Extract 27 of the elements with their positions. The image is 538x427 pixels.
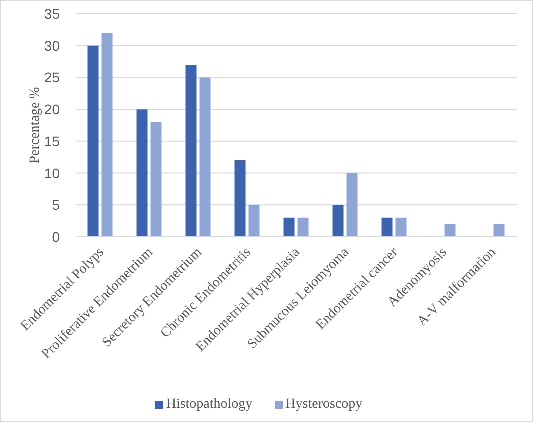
bar <box>88 46 99 237</box>
bar <box>284 218 295 237</box>
bar <box>248 205 260 237</box>
y-tick-label: 5 <box>52 197 60 214</box>
y-tick-label: 20 <box>44 102 60 118</box>
bar <box>186 64 197 237</box>
bar <box>346 173 358 237</box>
legend-label: Hysteroscopy <box>286 397 363 413</box>
y-tick-label: 25 <box>44 70 60 86</box>
bar <box>136 110 148 237</box>
bar <box>444 224 456 237</box>
bar <box>234 160 246 237</box>
bar <box>494 224 505 237</box>
y-tick-label: 15 <box>44 133 60 150</box>
y-tick-label: 30 <box>44 38 60 54</box>
bar <box>200 78 211 237</box>
bar <box>102 33 113 237</box>
bar <box>298 218 309 237</box>
y-tick-label: 10 <box>44 165 60 182</box>
bar <box>382 218 393 237</box>
y-axis-title: Percentage % <box>28 86 43 164</box>
bar <box>396 218 407 237</box>
bar <box>150 122 162 237</box>
y-tick-label: 0 <box>52 228 60 245</box>
legend-label: Histopathology <box>166 397 253 413</box>
y-tick-label: 35 <box>44 6 60 22</box>
bar <box>332 205 344 237</box>
